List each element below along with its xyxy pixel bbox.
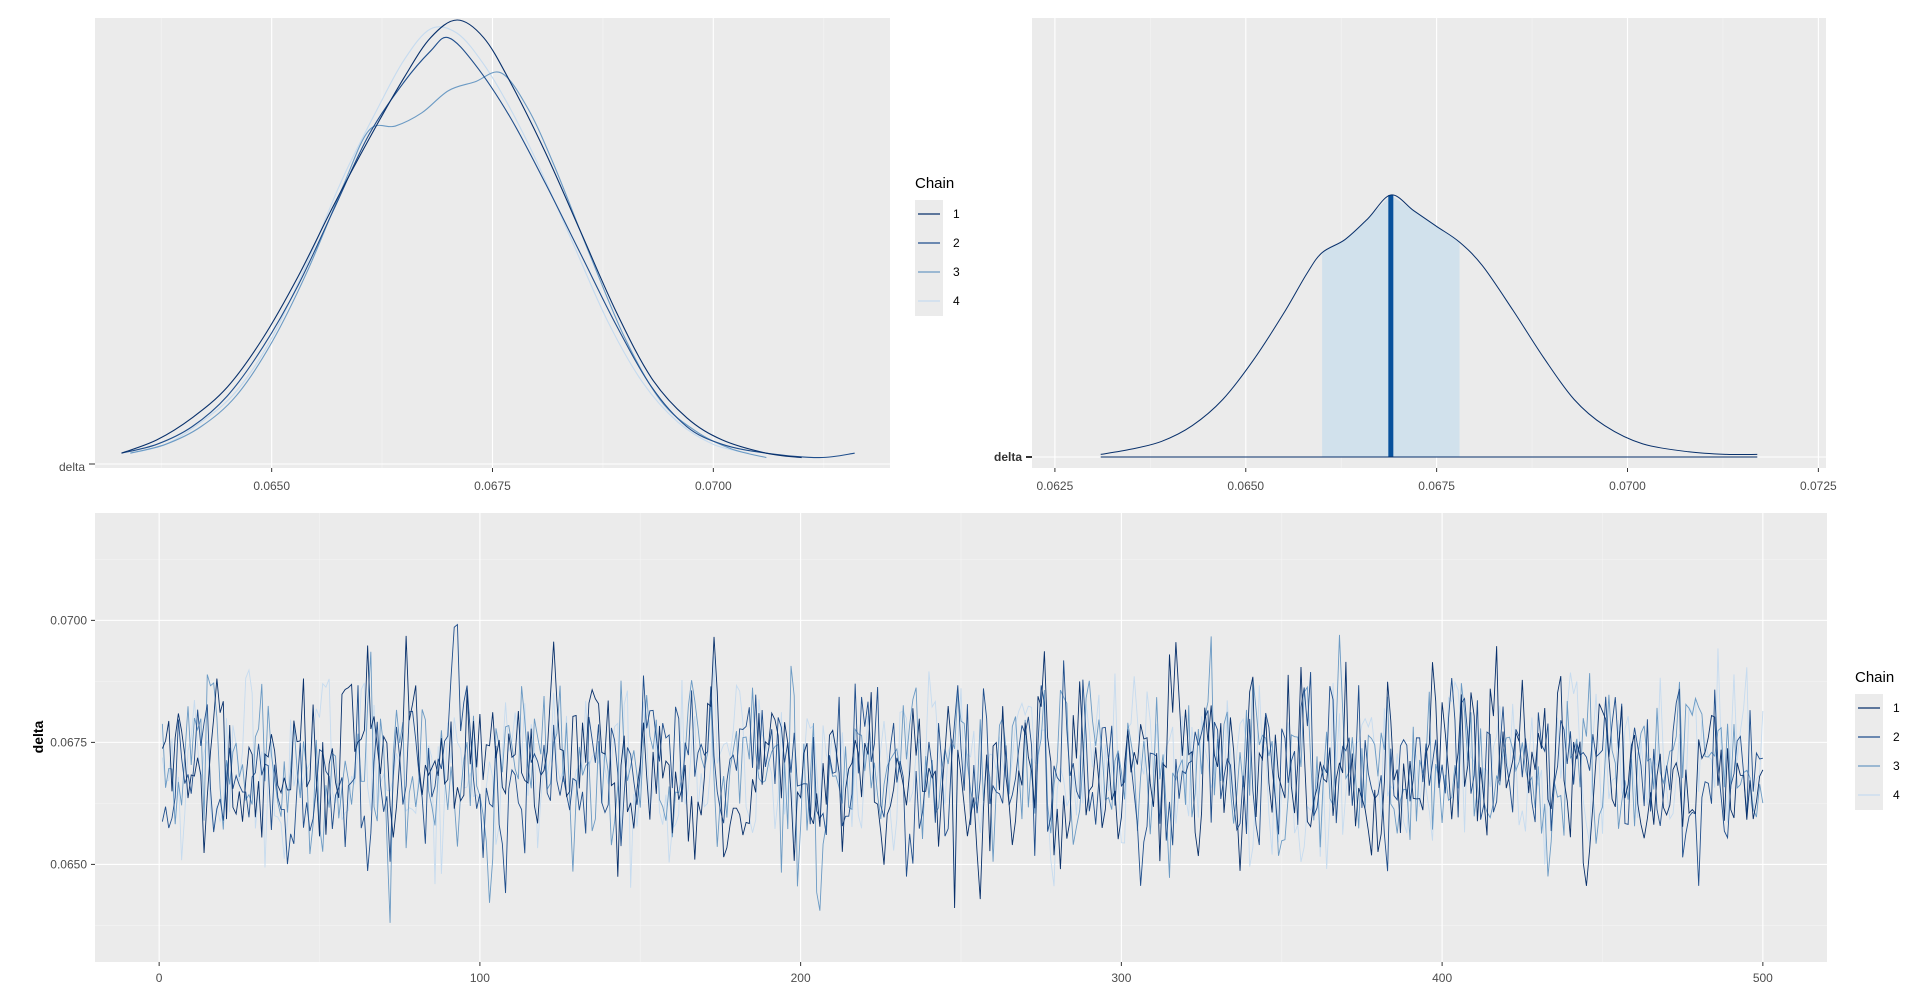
areas-parameter-label: delta xyxy=(994,450,1022,464)
x-tick-label: 100 xyxy=(470,971,490,985)
density-legend-items: 1 2 3 4 xyxy=(918,207,960,308)
x-tick-label: 0.0725 xyxy=(1800,479,1837,493)
density-parameter-label: delta xyxy=(59,460,85,474)
density-legend-keys-bg xyxy=(915,200,943,316)
x-tick-label: 500 xyxy=(1753,971,1773,985)
legend-label-2: 2 xyxy=(953,236,960,250)
density-panel: 0.0650 0.0675 0.0700 delta Chain 1 2 3 4 xyxy=(59,18,960,493)
density-legend-title: Chain xyxy=(915,175,954,192)
trace-line-chain-2 xyxy=(161,623,1763,894)
x-tick-label: 0.0625 xyxy=(1037,479,1074,493)
x-tick-label: 0.0675 xyxy=(474,479,511,493)
areas-panel: 0.0625 0.0650 0.0675 0.0700 0.0725 delta xyxy=(994,18,1837,493)
areas-density-outline xyxy=(1100,194,1758,456)
x-tick-label: 0.0675 xyxy=(1418,479,1455,493)
x-tick-label: 0.0700 xyxy=(1609,479,1646,493)
density-x-axis: 0.0650 0.0675 0.0700 xyxy=(253,468,732,493)
trace-lines xyxy=(161,623,1764,923)
trace-line-chain-4 xyxy=(161,648,1764,888)
density-gridlines xyxy=(95,18,890,468)
trace-legend: Chain 1 2 3 4 xyxy=(1855,669,1900,810)
density-curve-chain-2 xyxy=(121,36,855,459)
trace-line-chain-3 xyxy=(161,634,1764,923)
legend-label-1: 1 xyxy=(953,207,960,221)
density-curve-chain-4 xyxy=(130,26,749,454)
legend-label-4: 4 xyxy=(953,294,960,308)
trace-legend-items: 1 2 3 4 xyxy=(1858,701,1900,802)
x-tick-label: 200 xyxy=(791,971,811,985)
x-tick-label: 0.0650 xyxy=(1227,479,1264,493)
trace-panel: 0 100 200 300 400 500 0.0650 0.0675 0.0700 delt… xyxy=(30,513,1900,985)
trace-x-axis: 0 100 200 300 400 500 xyxy=(156,962,1773,985)
areas-x-axis: 0.0625 0.0650 0.0675 0.0700 0.0725 xyxy=(1037,468,1837,493)
x-tick-label: 400 xyxy=(1432,971,1452,985)
density-curve-chain-1 xyxy=(121,19,802,459)
x-tick-label: 0.0700 xyxy=(695,479,732,493)
trace-line-chain-1 xyxy=(161,635,1764,908)
trace-y-axis: 0.0650 0.0675 0.0700 xyxy=(50,613,95,871)
legend-label-3: 3 xyxy=(1893,759,1900,773)
x-tick-label: 0.0650 xyxy=(253,479,290,493)
trace-y-axis-label: delta xyxy=(30,720,46,753)
density-curves xyxy=(121,19,855,459)
y-tick-label: 0.0700 xyxy=(50,613,87,627)
x-tick-label: 0 xyxy=(156,971,163,985)
y-tick-label: 0.0675 xyxy=(50,735,87,749)
trace-gridlines xyxy=(95,513,1827,962)
y-tick-label: 0.0650 xyxy=(50,857,87,871)
legend-label-1: 1 xyxy=(1893,701,1900,715)
trace-legend-title: Chain xyxy=(1855,669,1894,686)
x-tick-label: 300 xyxy=(1111,971,1131,985)
legend-label-2: 2 xyxy=(1893,730,1900,744)
legend-label-3: 3 xyxy=(953,265,960,279)
trace-legend-keys-bg xyxy=(1855,694,1883,810)
legend-label-4: 4 xyxy=(1893,788,1900,802)
density-legend: Chain 1 2 3 4 xyxy=(915,175,960,316)
